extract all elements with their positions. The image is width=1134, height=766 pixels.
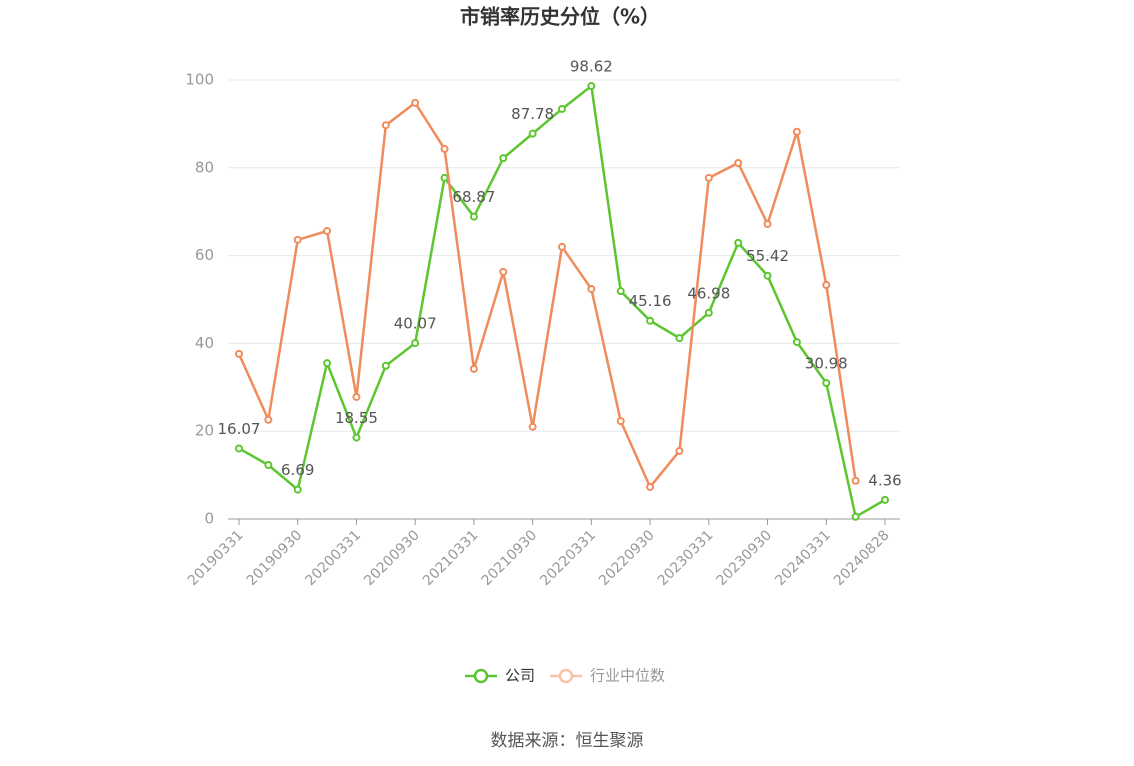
point xyxy=(352,392,361,401)
series-line xyxy=(237,101,857,490)
y-tick-label: 100 xyxy=(185,71,214,89)
point xyxy=(587,284,596,293)
point xyxy=(734,158,743,167)
point xyxy=(881,495,889,504)
legend-marker xyxy=(558,668,574,684)
x-tick-label: 20220930 xyxy=(596,527,658,589)
y-tick-label: 40 xyxy=(195,334,214,352)
data-label: 87.78 xyxy=(511,105,554,123)
point xyxy=(763,271,772,280)
x-tick-label: 20200930 xyxy=(361,527,423,589)
point xyxy=(323,359,332,368)
point xyxy=(264,461,273,470)
point xyxy=(440,173,449,182)
source: 数据来源：恒生聚源 xyxy=(491,731,644,751)
x-tick-label: 20210930 xyxy=(479,527,541,589)
point xyxy=(822,378,831,387)
point xyxy=(293,485,302,494)
point xyxy=(469,212,478,221)
data-label: 98.62 xyxy=(570,58,613,76)
data-label: 30.98 xyxy=(805,354,848,372)
y-tick-label: 80 xyxy=(195,158,214,176)
data-label: 16.07 xyxy=(218,420,261,438)
x-tick-label: 20240331 xyxy=(772,527,834,589)
point xyxy=(469,364,478,373)
point xyxy=(411,339,420,348)
point xyxy=(235,349,243,358)
x-tick-label: 20210331 xyxy=(420,527,482,589)
data-label: 40.07 xyxy=(394,315,437,333)
point xyxy=(528,129,537,138)
y-tick-label: 0 xyxy=(204,510,214,528)
point xyxy=(499,267,508,276)
data-label: 55.42 xyxy=(746,247,789,265)
point xyxy=(646,316,655,325)
point xyxy=(293,235,302,244)
point xyxy=(381,121,390,130)
series-line xyxy=(238,83,886,519)
x-tick-label: 20190930 xyxy=(244,527,306,589)
point xyxy=(264,415,273,424)
x-tick-label: 20230331 xyxy=(655,527,717,589)
point xyxy=(558,104,566,113)
point xyxy=(675,446,684,455)
point xyxy=(734,238,743,247)
point xyxy=(822,281,831,290)
point xyxy=(616,417,625,426)
point xyxy=(558,242,566,251)
data-label: 45.16 xyxy=(629,292,672,310)
point xyxy=(587,82,596,91)
point xyxy=(411,98,420,107)
data-label: 68.87 xyxy=(452,188,495,206)
point xyxy=(616,287,625,296)
legend-label: 公司 xyxy=(505,667,535,685)
point xyxy=(851,476,860,485)
point xyxy=(646,482,655,491)
data-label: 18.55 xyxy=(335,409,378,427)
chart-title: 市销率历史分位（%） xyxy=(460,5,660,29)
point xyxy=(235,444,243,453)
legend-marker xyxy=(473,668,489,684)
x-tick-label: 20200331 xyxy=(302,527,364,589)
x-tick-label: 20230930 xyxy=(713,527,775,589)
point xyxy=(499,154,508,163)
point xyxy=(381,361,390,370)
point xyxy=(675,334,684,343)
point xyxy=(792,338,801,347)
data-label: 46.98 xyxy=(687,284,730,302)
point xyxy=(792,127,801,136)
point xyxy=(440,144,449,153)
y-tick-label: 20 xyxy=(195,422,214,440)
x-tick-label: 20240828 xyxy=(831,527,893,589)
y-tick-label: 60 xyxy=(195,246,214,264)
point xyxy=(528,422,537,431)
data-label: 4.36 xyxy=(868,471,901,489)
x-tick-label: 20190331 xyxy=(185,527,247,589)
point xyxy=(704,173,713,182)
point xyxy=(763,219,772,228)
x-tick-label: 20220331 xyxy=(537,527,599,589)
point xyxy=(352,433,361,442)
data-label: 6.69 xyxy=(281,461,314,479)
legend-label: 行业中位数 xyxy=(590,667,665,685)
point xyxy=(704,308,713,317)
point xyxy=(323,227,332,236)
point xyxy=(851,512,860,521)
